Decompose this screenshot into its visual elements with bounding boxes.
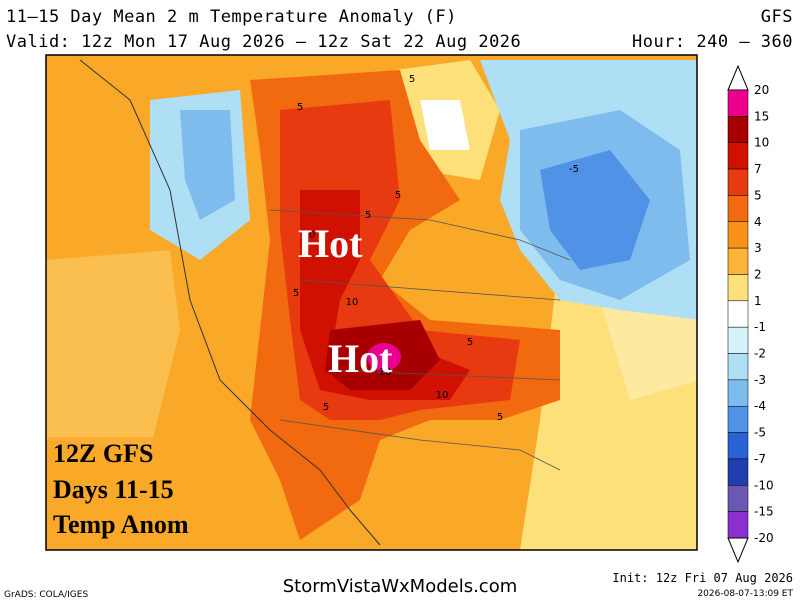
contour-label: 5 bbox=[365, 210, 371, 221]
colorbar-label: 1 bbox=[754, 294, 762, 308]
colorbar-label: 5 bbox=[754, 188, 762, 202]
colorbar-label: -15 bbox=[754, 505, 774, 519]
colorbar-box bbox=[727, 511, 749, 539]
contour-label: 5 bbox=[497, 412, 503, 423]
stamp-line: Temp Anom bbox=[53, 510, 189, 539]
timestamp: 2026-08-07-13:09 ET bbox=[697, 589, 793, 599]
colorbar-label: -3 bbox=[754, 373, 766, 387]
colorbar-label: -4 bbox=[754, 399, 766, 413]
colorbar-label: -1 bbox=[754, 320, 766, 334]
colorbar-label: 3 bbox=[754, 241, 762, 255]
contour-label: 5 bbox=[297, 102, 303, 113]
title: 11–15 Day Mean 2 m Temperature Anomaly (… bbox=[6, 7, 457, 27]
colorbar: 20 15 10 7 5 4 3 2 1 -1 -2 -3 -4 -5 -7 -10 -15 -20 bbox=[727, 64, 774, 564]
colorbar-label: 15 bbox=[754, 109, 769, 123]
contour-label: 10 bbox=[346, 297, 359, 308]
colorbar-box bbox=[727, 405, 749, 433]
colorbar-cap bbox=[727, 64, 749, 91]
contour-labels: 5 5 0 5 5 10 5 5 10 5 5 -5 10 bbox=[293, 74, 579, 423]
model: GFS bbox=[761, 7, 793, 27]
contour-label: 10 bbox=[379, 367, 392, 378]
colorbar-label: 2 bbox=[754, 267, 762, 281]
colorbar-box bbox=[727, 300, 749, 328]
contour-label: -5 bbox=[569, 164, 579, 175]
map bbox=[46, 55, 697, 550]
colorbar-box bbox=[727, 379, 749, 407]
stamp-line: Days 11-15 bbox=[53, 475, 174, 504]
colorbar-box bbox=[727, 353, 749, 381]
contour-label: 5 bbox=[395, 190, 401, 201]
colorbar-label: 7 bbox=[754, 162, 762, 176]
colorbar-label: -20 bbox=[754, 531, 774, 545]
colorbar-label: -5 bbox=[754, 426, 766, 440]
colorbar-label: 10 bbox=[754, 136, 769, 150]
colorbar-label: 20 bbox=[754, 83, 769, 97]
colorbar-box bbox=[727, 168, 749, 196]
annotation: Hot bbox=[298, 221, 363, 266]
colorbar-box bbox=[727, 89, 749, 117]
colorbar-label: 4 bbox=[754, 215, 762, 229]
colorbar-label: -2 bbox=[754, 347, 766, 361]
colorbar-box bbox=[727, 458, 749, 486]
contour-label: 0 bbox=[309, 230, 315, 241]
colorbar-box bbox=[727, 485, 749, 512]
contour-label: 10 bbox=[436, 390, 449, 401]
colorbar-box bbox=[727, 326, 749, 354]
contour-label: 5 bbox=[323, 402, 329, 413]
colorbar-box bbox=[727, 142, 749, 170]
valid: Valid: 12z Mon 17 Aug 2026 – 12z Sat 22 … bbox=[6, 32, 521, 52]
contour-label: 5 bbox=[293, 288, 299, 299]
stamp-line: 12Z GFS bbox=[53, 439, 153, 468]
colorbar-box bbox=[727, 195, 749, 223]
colorbar-box bbox=[727, 221, 749, 249]
contour-label: 5 bbox=[409, 74, 415, 85]
hour: Hour: 240 – 360 bbox=[632, 32, 793, 52]
colorbar-box bbox=[727, 247, 749, 275]
annotation: Hot bbox=[328, 336, 393, 381]
site: StormVistaWxModels.com bbox=[283, 576, 518, 597]
colorbar-box bbox=[727, 116, 749, 143]
map-frame bbox=[45, 54, 698, 551]
credit: GrADS: COLA/IGES bbox=[4, 590, 88, 600]
contour-label: 5 bbox=[467, 337, 473, 348]
colorbar-cap bbox=[727, 537, 749, 564]
colorbar-box bbox=[727, 274, 749, 302]
colorbar-box bbox=[727, 432, 749, 460]
colorbar-label: -10 bbox=[754, 478, 774, 492]
stamp: 12Z GFS Days 11-15 Temp Anom bbox=[48, 437, 208, 545]
colorbar-label: -7 bbox=[754, 452, 766, 466]
init: Init: 12z Fri 07 Aug 2026 bbox=[612, 571, 793, 585]
